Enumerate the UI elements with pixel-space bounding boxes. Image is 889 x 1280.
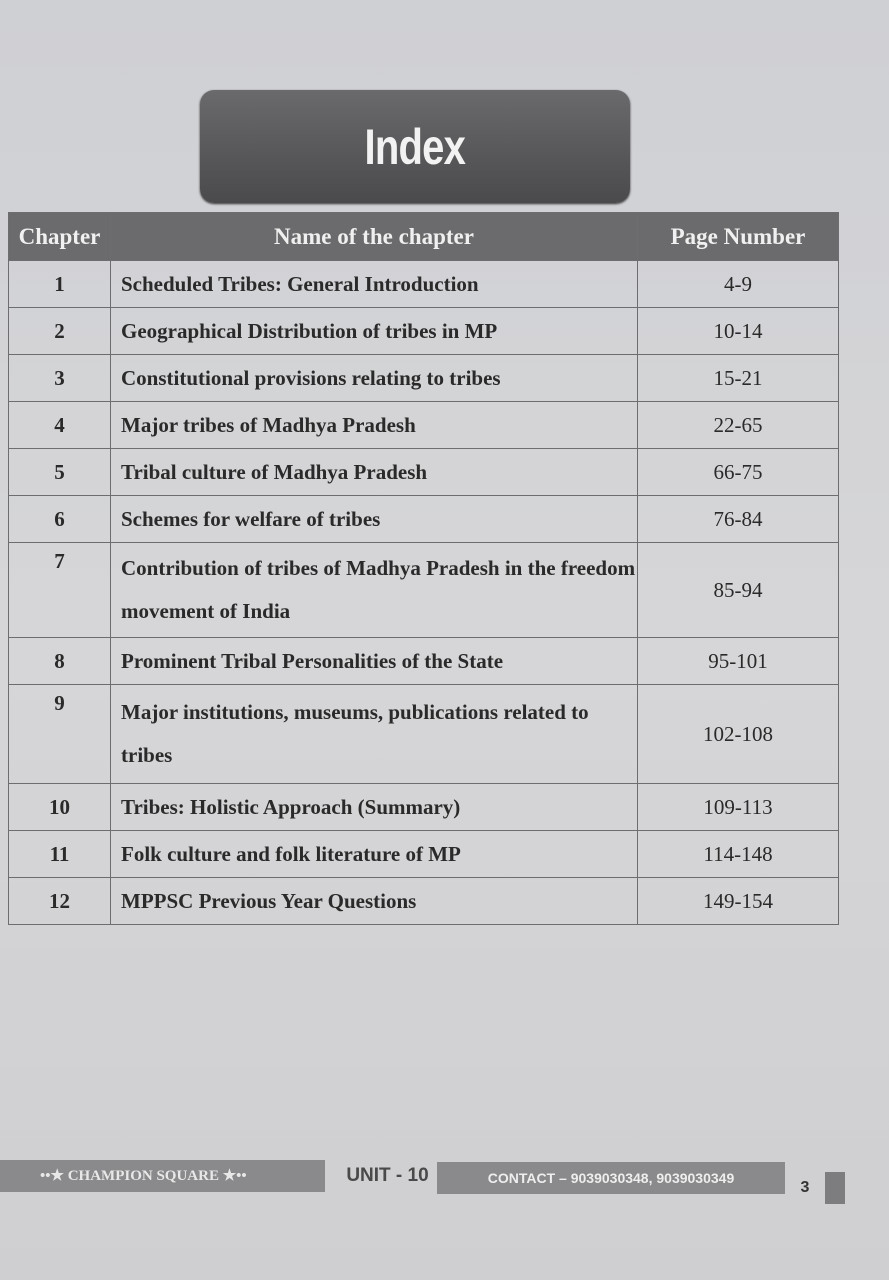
index-table: Chapter Name of the chapter Page Number …: [8, 212, 839, 925]
table-row: 11 Folk culture and folk literature of MP…: [8, 830, 839, 878]
chapter-pages: 95-101: [637, 637, 839, 685]
chapter-pages: 15-21: [637, 354, 839, 402]
chapter-name: Scheduled Tribes: General Introduction: [110, 260, 638, 308]
chapter-pages: 76-84: [637, 495, 839, 543]
chapter-pages: 22-65: [637, 401, 839, 449]
chapter-name: Tribal culture of Madhya Pradesh: [110, 448, 638, 496]
table-row: 2 Geographical Distribution of tribes in …: [8, 307, 839, 355]
table-row: 6 Schemes for welfare of tribes 76-84: [8, 495, 839, 543]
index-title-banner: Index: [200, 90, 630, 203]
chapter-name: Major tribes of Madhya Pradesh: [110, 401, 638, 449]
chapter-number: 6: [8, 495, 111, 543]
page-number: 3: [800, 1179, 810, 1196]
chapter-pages: 66-75: [637, 448, 839, 496]
table-row: 5 Tribal culture of Madhya Pradesh 66-75: [8, 448, 839, 496]
header-name: Name of the chapter: [110, 212, 638, 261]
chapter-number: 4: [8, 401, 111, 449]
footer-brand: ••★ CHAMPION SQUARE ★••: [0, 1160, 325, 1192]
table-row: 9 Major institutions, museums, publicatio…: [8, 684, 839, 784]
chapter-name: Schemes for welfare of tribes: [110, 495, 638, 543]
chapter-pages: 85-94: [637, 542, 839, 638]
chapter-number: 2: [8, 307, 111, 355]
table-row: 12 MPPSC Previous Year Questions 149-154: [8, 877, 839, 925]
chapter-pages: 4-9: [637, 260, 839, 308]
table-row: 7 Contribution of tribes of Madhya Prades…: [8, 542, 839, 638]
chapter-pages: 109-113: [637, 783, 839, 831]
table-row: 4 Major tribes of Madhya Pradesh 22-65: [8, 401, 839, 449]
chapter-number: 12: [8, 877, 111, 925]
chapter-name: Contribution of tribes of Madhya Pradesh…: [110, 542, 638, 638]
chapter-name: Folk culture and folk literature of MP: [110, 830, 638, 878]
chapter-pages: 149-154: [637, 877, 839, 925]
chapter-number: 3: [8, 354, 111, 402]
table-row: 3 Constitutional provisions relating to t…: [8, 354, 839, 402]
chapter-number: 10: [8, 783, 111, 831]
table-row: 1 Scheduled Tribes: General Introduction 4…: [8, 260, 839, 308]
chapter-number: 7: [8, 542, 111, 638]
table-row: 10 Tribes: Holistic Approach (Summary) 109…: [8, 783, 839, 831]
chapter-name: Geographical Distribution of tribes in M…: [110, 307, 638, 355]
page-title: Index: [364, 118, 466, 175]
chapter-name: Major institutions, museums, publication…: [110, 684, 638, 784]
page-number-bar: [825, 1172, 845, 1204]
header-page-number: Page Number: [637, 212, 839, 261]
chapter-number: 8: [8, 637, 111, 685]
chapter-number: 5: [8, 448, 111, 496]
footer-contact: CONTACT – 9039030348, 9039030349: [437, 1162, 785, 1194]
chapter-number: 9: [8, 684, 111, 784]
table-header-row: Chapter Name of the chapter Page Number: [8, 212, 839, 261]
chapter-number: 11: [8, 830, 111, 878]
chapter-pages: 114-148: [637, 830, 839, 878]
chapter-number: 1: [8, 260, 111, 308]
table-row: 8 Prominent Tribal Personalities of the S…: [8, 637, 839, 685]
chapter-name: Tribes: Holistic Approach (Summary): [110, 783, 638, 831]
footer-unit: UNIT - 10: [346, 1165, 429, 1186]
header-chapter: Chapter: [8, 212, 111, 261]
chapter-name: Prominent Tribal Personalities of the St…: [110, 637, 638, 685]
chapter-name: MPPSC Previous Year Questions: [110, 877, 638, 925]
chapter-pages: 102-108: [637, 684, 839, 784]
chapter-name: Constitutional provisions relating to tr…: [110, 354, 638, 402]
chapter-pages: 10-14: [637, 307, 839, 355]
